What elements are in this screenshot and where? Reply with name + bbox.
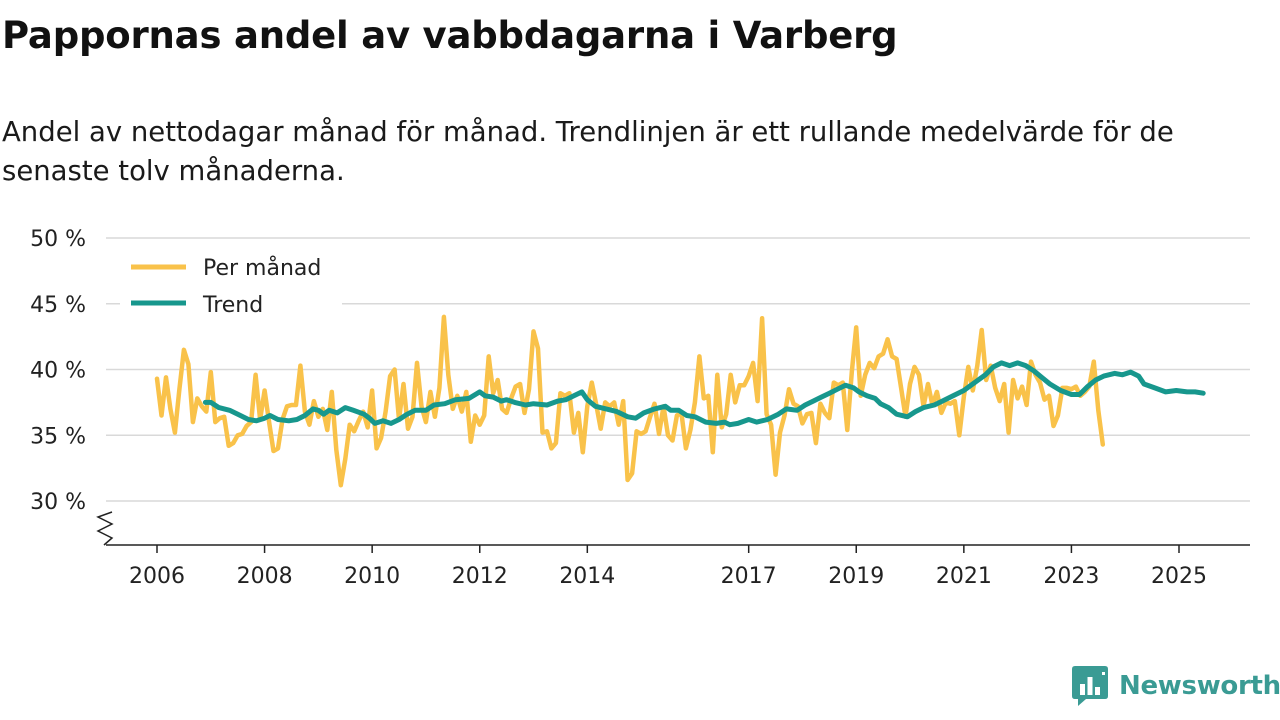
series-line-trend: [202, 360, 1206, 428]
brand-name: Newsworthy: [1119, 671, 1280, 701]
legend-label-monthly: Per månad: [203, 255, 321, 281]
y-tick-label: 35 %: [30, 424, 86, 449]
y-tick-label: 50 %: [30, 227, 86, 252]
chart-title: Pappornas andel av vabbdagarna i Varberg: [2, 14, 898, 57]
chart-subtitle: Andel av nettodagar månad för månad. Tre…: [2, 116, 1174, 187]
x-axis-ticks: 2006 2008 2010 2012 2014 2017 2019 2021 2023 2025: [129, 545, 1207, 589]
legend-label-trend: Trend: [202, 293, 263, 318]
axis-break-icon: [96, 511, 114, 546]
x-tick-label: 2025: [1151, 564, 1207, 589]
x-tick-label: 2017: [721, 564, 777, 589]
x-axis: [96, 511, 1250, 546]
y-tick-label: 45 %: [30, 293, 86, 318]
x-tick-label: 2012: [452, 564, 508, 589]
x-tick-label: 2021: [936, 564, 992, 589]
y-axis-tick-labels: 30 % 35 % 40 % 45 % 50 %: [30, 227, 86, 515]
series: [154, 314, 1206, 488]
legend[interactable]: Per månad Trend: [120, 252, 342, 324]
bar-chart-logo-icon: [1072, 666, 1108, 706]
x-tick-label: 2023: [1043, 564, 1099, 589]
x-tick-label: 2019: [828, 564, 884, 589]
x-tick-label: 2008: [237, 564, 293, 589]
newsworthy-logo[interactable]: Newsworthy: [1072, 666, 1280, 706]
x-tick-label: 2010: [344, 564, 400, 589]
x-tick-label: 2014: [559, 564, 615, 589]
x-tick-label: 2006: [129, 564, 185, 589]
y-tick-label: 30 %: [30, 490, 86, 515]
y-tick-label: 40 %: [30, 359, 86, 384]
gridlines: [106, 237, 1250, 502]
legend-background: [120, 252, 342, 324]
series-line-per-manad: [154, 314, 1106, 488]
